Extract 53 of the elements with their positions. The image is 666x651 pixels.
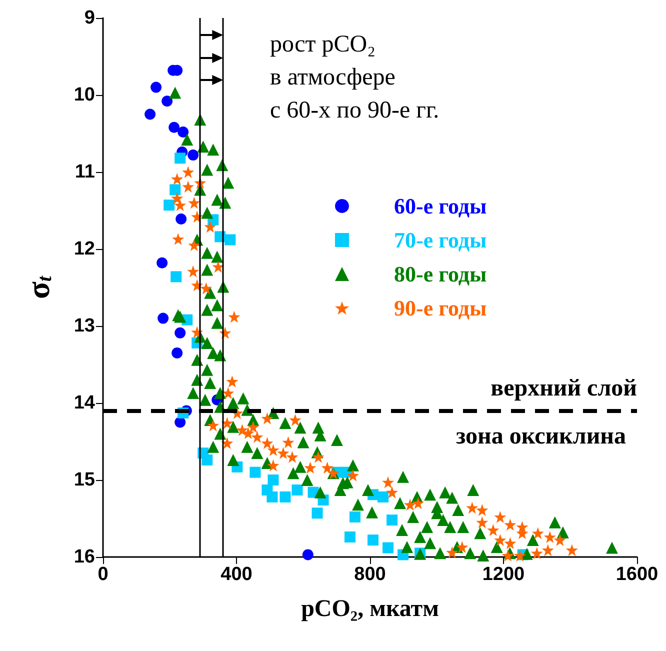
point [156, 257, 168, 268]
point [164, 200, 175, 211]
point [378, 491, 389, 502]
point [302, 549, 314, 560]
y-tick-label: 16 [74, 546, 95, 568]
y-tick-label: 12 [74, 238, 95, 260]
annotation: рост pCO₂ в атмосфере с 60-х по 90-е гг. [270, 32, 440, 124]
point [176, 213, 187, 224]
point [174, 152, 186, 164]
point [224, 234, 236, 246]
point [170, 271, 182, 282]
y-tick-label: 15 [74, 470, 96, 490]
legend-label: 70-е годы [394, 228, 487, 252]
point [174, 327, 186, 338]
point [386, 514, 398, 526]
annotation: зона оксиклина [456, 424, 626, 450]
x-tick-label: 800 [354, 564, 386, 585]
y-tick-label: 14 [74, 392, 96, 414]
point [344, 531, 356, 542]
point [150, 82, 162, 93]
point [158, 312, 169, 324]
point [382, 542, 394, 554]
point [162, 96, 173, 107]
point [368, 534, 379, 546]
point [168, 122, 180, 133]
point [172, 347, 183, 358]
y-tick-label: 10 [74, 84, 95, 106]
x-tick-label: 400 [220, 564, 252, 585]
point [266, 491, 278, 502]
x-axis-title: pCO₂, мкатм [301, 596, 439, 622]
point [178, 126, 189, 138]
point [292, 484, 303, 496]
legend-label: 90-е годы [394, 296, 487, 320]
point [280, 491, 291, 502]
legend-label: 60-е годы [394, 194, 487, 218]
legend-label: 80-е годы [394, 262, 487, 286]
point [174, 416, 186, 428]
point [170, 184, 181, 196]
point [144, 108, 156, 120]
point [268, 474, 279, 486]
y-tick-label: 9 [84, 8, 95, 28]
x-tick-label: 1200 [482, 564, 525, 585]
x-tick-label: 0 [98, 564, 108, 585]
point [202, 454, 213, 466]
point [250, 466, 261, 478]
point [312, 508, 323, 519]
y-tick-label: 13 [74, 316, 95, 336]
x-tick-label: 1600 [616, 564, 658, 585]
ref-line-label: верхний слой [490, 376, 638, 402]
point [349, 511, 360, 522]
point [188, 150, 199, 161]
y-tick-label: 11 [74, 162, 96, 182]
y-axis-title: σt [20, 274, 56, 299]
